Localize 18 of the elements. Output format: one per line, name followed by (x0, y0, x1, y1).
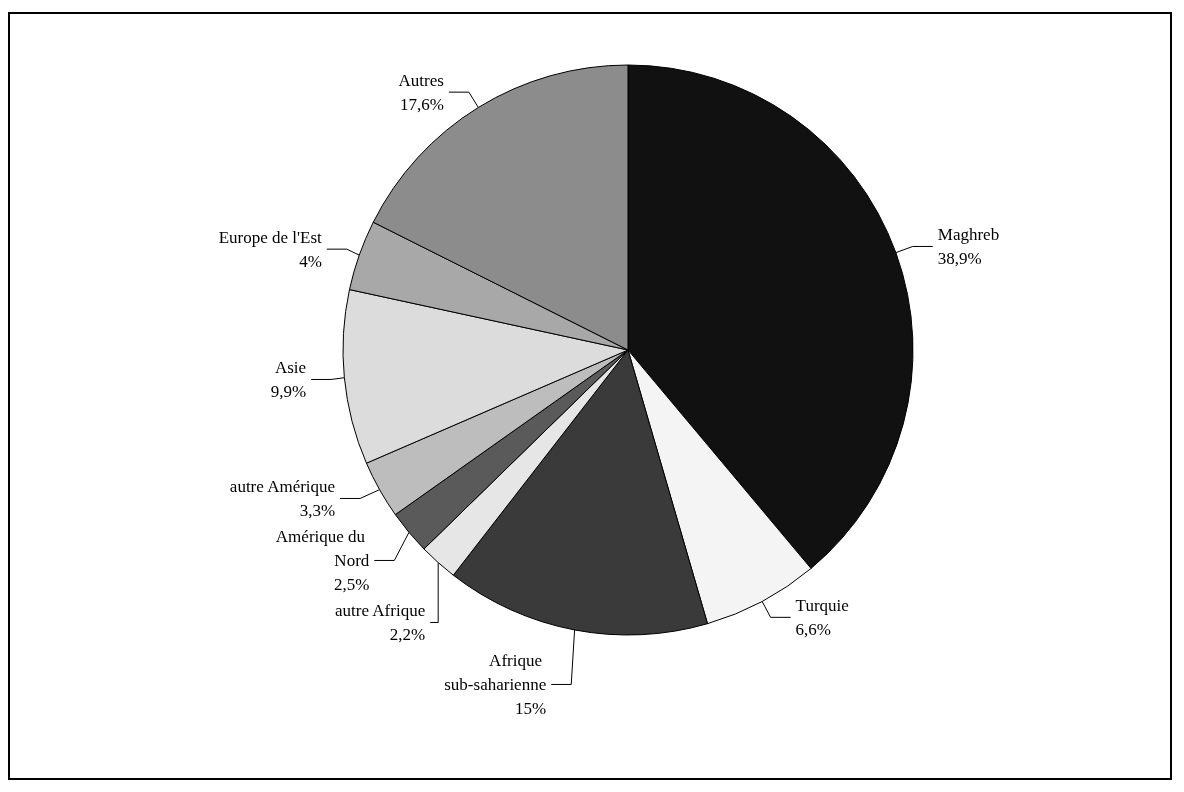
slice-label: autre Afrique (335, 600, 426, 620)
slice-label: Turquie (795, 595, 849, 615)
data-label: 3,3% (299, 500, 336, 520)
data-label: 2,5% (333, 574, 370, 594)
data-label: 2,2% (389, 624, 426, 644)
data-label: 15% (515, 698, 547, 718)
data-label: 4% (299, 251, 322, 271)
slice-label: Autres (398, 70, 444, 90)
slice-label: Asie (274, 357, 307, 377)
data-label: 38,9% (937, 248, 982, 268)
slice-label: autre Amérique (229, 476, 336, 496)
data-label: 6,6% (795, 619, 832, 639)
slice-label: Europe de l'Est (218, 227, 323, 247)
slice-label: Amérique du Nord (275, 526, 370, 570)
slice-label: Maghreb (937, 224, 1000, 244)
slice-label: Afrique sub-saharienne (444, 650, 547, 694)
data-label: 17,6% (399, 94, 444, 114)
data-label: 9,9% (270, 381, 307, 401)
